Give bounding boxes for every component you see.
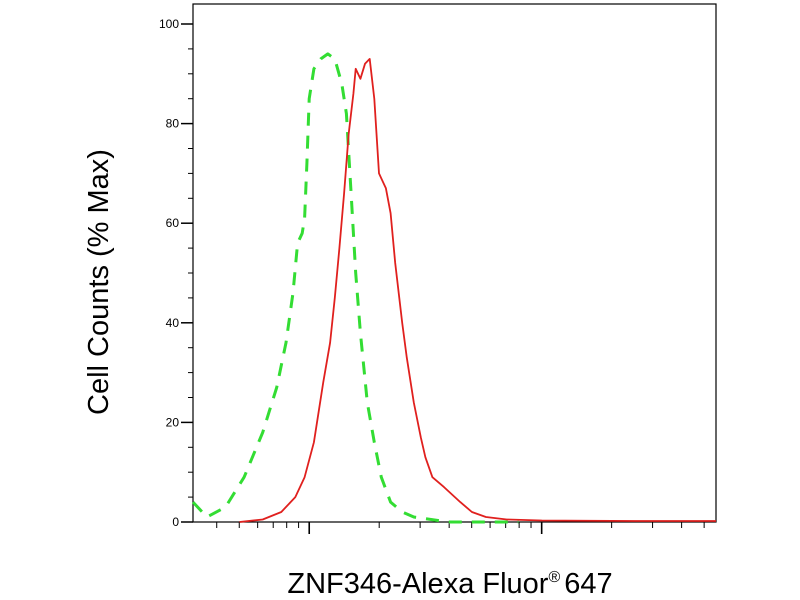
plot-frame — [192, 3, 717, 523]
y-tick-label: 60 — [166, 216, 180, 230]
y-axis: 0 20 40 60 80 100 — [159, 17, 193, 529]
y-axis-title: Cell Counts (% Max) — [83, 149, 115, 415]
x-axis-title-suffix: 647 — [564, 568, 612, 600]
x-axis-title: ZNF346-Alexa Fluor® 647 — [287, 568, 612, 600]
series-layer — [191, 52, 716, 524]
series-line-control — [191, 52, 519, 524]
plot-border — [192, 3, 717, 523]
y-tick-label: 80 — [166, 117, 180, 131]
y-tick-label: 100 — [159, 17, 179, 31]
x-axis — [216, 522, 705, 534]
y-tick-label: 40 — [166, 316, 180, 330]
series-line-sample — [239, 58, 716, 523]
y-tick-label: 20 — [166, 415, 180, 429]
x-axis-title-registered-mark: ® — [548, 569, 560, 586]
x-axis-title-main: ZNF346-Alexa Fluor — [287, 568, 548, 600]
y-tick-label: 0 — [172, 515, 179, 529]
